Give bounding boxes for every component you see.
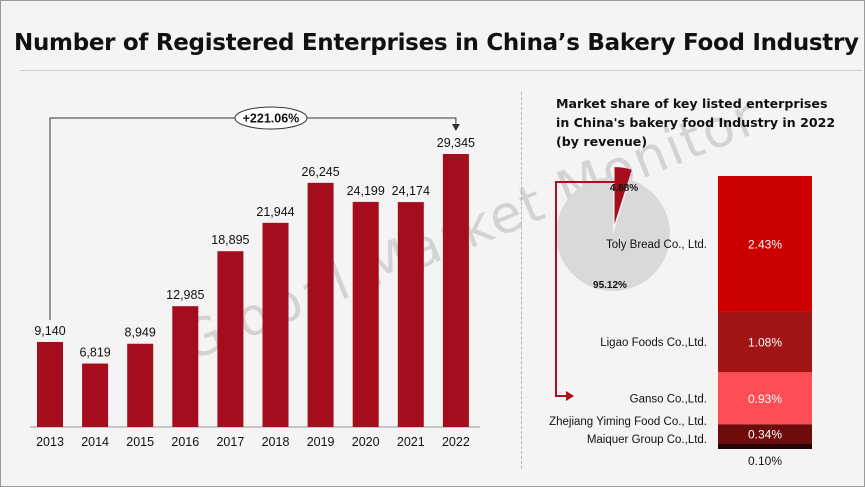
x-tick-label-2016: 2016 — [171, 435, 199, 449]
x-tick-label-2020: 2020 — [352, 435, 380, 449]
bar-2014 — [82, 363, 109, 427]
growth-callout-label: +221.06% — [243, 112, 300, 126]
x-tick-label-2014: 2014 — [81, 435, 109, 449]
x-tick-label-2022: 2022 — [442, 435, 470, 449]
bar-value-label-2014: 6,819 — [79, 346, 110, 360]
growth-callout-bubble — [234, 106, 308, 130]
connector-arrow-head — [566, 391, 574, 401]
stack-value-label-0: 2.43% — [748, 237, 782, 251]
stack-value-label-3: 0.34% — [748, 427, 782, 441]
bar-value-label-2018: 21,944 — [256, 205, 294, 219]
bar-value-label-2021: 24,174 — [392, 184, 430, 198]
stack-segment-1 — [718, 311, 812, 373]
bar-2013 — [37, 341, 63, 427]
panel-divider — [521, 92, 522, 469]
bar-value-label-2019: 26,245 — [301, 165, 339, 179]
stack-value-label-1: 1.08% — [748, 336, 782, 350]
pie-label-rest: 95.12% — [593, 280, 627, 291]
stack-series-name-0: Toly Bread Co., Ltd. — [606, 239, 707, 251]
x-tick-label-2017: 2017 — [216, 435, 244, 449]
growth-arrow-head — [451, 124, 460, 132]
x-tick-label-2018: 2018 — [262, 435, 290, 449]
x-tick-label-2013: 2013 — [36, 435, 64, 449]
x-tick-label-2019: 2019 — [307, 435, 335, 449]
pie-slice-rest — [556, 177, 670, 291]
stack-segment-4 — [718, 443, 812, 449]
x-tick-label-2015: 2015 — [126, 435, 154, 449]
stack-series-name-3: Zhejiang Yiming Food Co., Ltd. — [549, 416, 707, 428]
stack-series-name-2: Ganso Co.,Ltd. — [630, 393, 707, 405]
growth-bracket — [49, 117, 457, 320]
bar-value-label-2022: 29,345 — [437, 136, 475, 150]
stack-segment-2 — [718, 372, 812, 425]
pie-title-line-1: Market share of key listed enterprises — [556, 96, 828, 111]
bar-2018 — [262, 222, 289, 427]
stack-series-name-1: Ligao Foods Co.,Ltd. — [600, 337, 707, 349]
bar-value-label-2017: 18,895 — [211, 233, 249, 247]
bar-2016 — [172, 306, 199, 427]
stack-series-name-4: Maiquer Group Co.,Ltd. — [587, 434, 707, 446]
bar-2017 — [217, 251, 244, 427]
bar-value-label-2020: 24,199 — [347, 184, 385, 198]
pie-title-line-2: in China's bakery food Industry in 2022 — [556, 115, 836, 130]
bar-2015 — [127, 343, 154, 427]
stack-segment-3 — [718, 424, 812, 444]
bar-value-label-2016: 12,985 — [166, 288, 204, 302]
pie-chart-title: Market share of key listed enterprises i… — [556, 94, 856, 151]
pie-to-stack-connector — [555, 181, 622, 397]
stack-value-label-4: 0.10% — [748, 454, 782, 468]
bar-value-label-2015: 8,949 — [125, 326, 156, 340]
bar-value-label-2013: 9,140 — [34, 324, 65, 338]
bar-2021 — [397, 202, 424, 427]
title-divider — [20, 70, 862, 71]
bar-2020 — [352, 201, 379, 427]
stack-value-label-2: 0.93% — [748, 392, 782, 406]
page-title: Number of Registered Enterprises in Chin… — [14, 30, 859, 56]
bar-2019 — [307, 182, 334, 427]
stack-segment-0 — [718, 176, 812, 312]
bar-2022 — [442, 154, 469, 428]
pie-label-key-enterprises: 4.88% — [610, 183, 638, 194]
pie-title-line-3: (by revenue) — [556, 134, 648, 149]
x-tick-label-2021: 2021 — [397, 435, 425, 449]
